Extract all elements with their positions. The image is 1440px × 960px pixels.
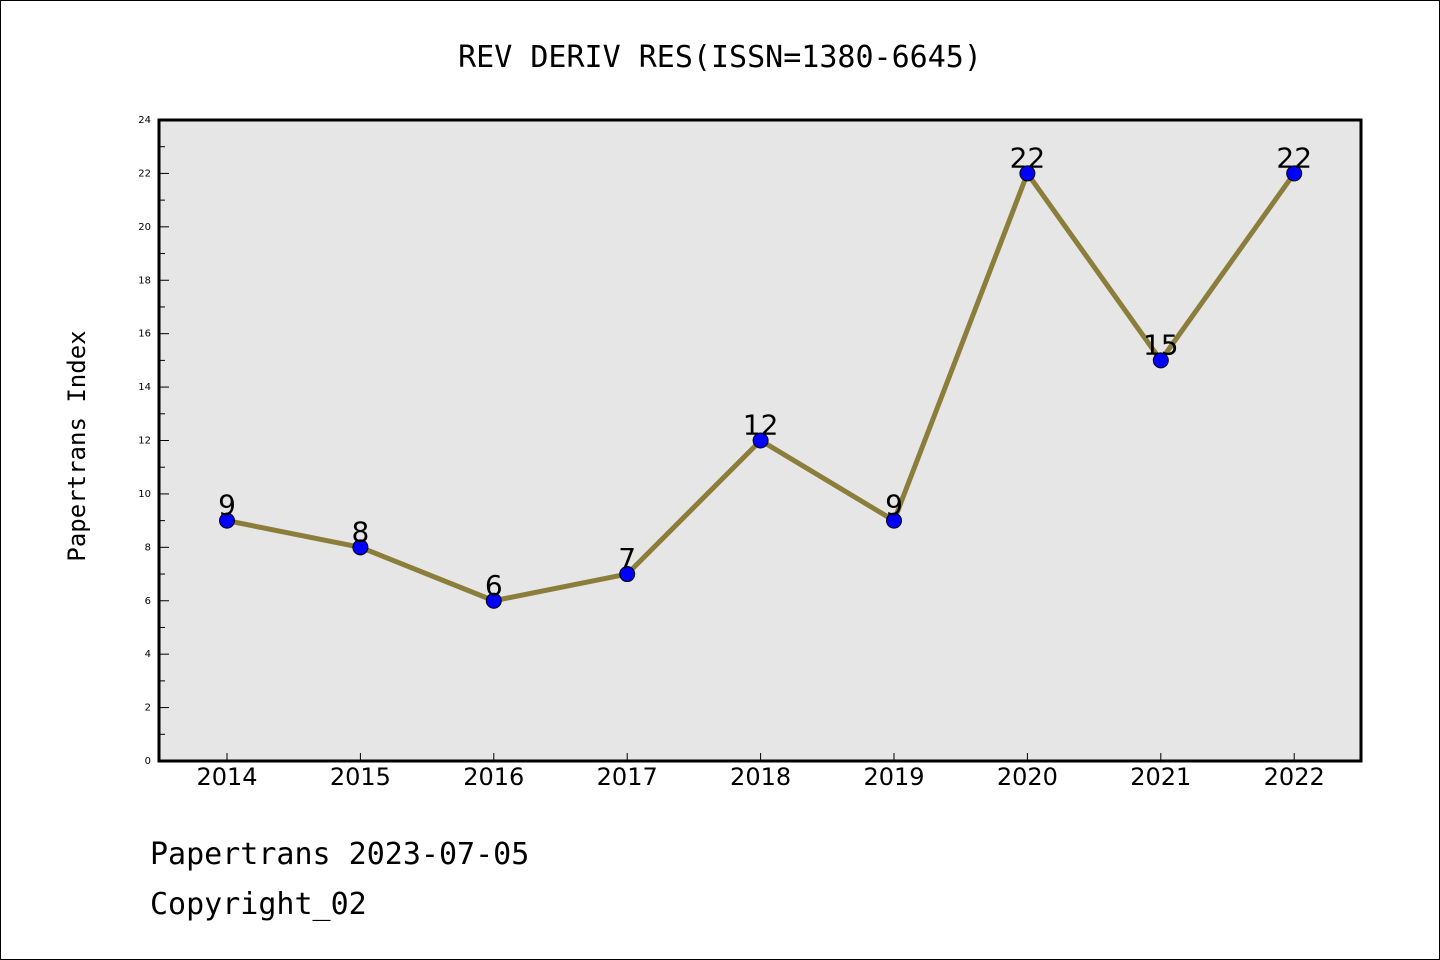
data-point [886,512,902,529]
data-label: 15 [1143,328,1179,361]
y-tick-label: 22 [138,168,151,179]
data-point [485,592,502,609]
y-tick-label: 24 [138,115,151,126]
data-label: 22 [1010,141,1046,174]
y-tick-label: 12 [138,436,151,447]
x-tick-label: 2018 [730,763,791,791]
x-tick-label: 2020 [997,763,1058,791]
y-tick-label: 16 [138,329,151,340]
data-label: 22 [1276,141,1312,174]
data-label: 12 [743,409,779,442]
data-point [752,432,769,449]
x-tick-label: 2021 [1130,763,1191,791]
data-point [1286,165,1303,182]
data-point [352,539,369,556]
x-tick-label: 2017 [597,763,658,791]
y-tick-label: 20 [138,222,151,233]
data-label: 8 [351,515,369,548]
x-tick-label: 2014 [196,763,257,791]
y-tick-label: 4 [145,649,151,660]
chart-title: REV DERIV RES(ISSN=1380-6645) [458,40,982,75]
data-point [1019,165,1036,182]
data-point [1152,352,1169,369]
data-label: 9 [885,489,903,522]
y-axis-label: Papertrans Index [63,330,91,561]
y-tick-label: 0 [145,756,151,767]
x-tick-label: 2016 [463,763,524,791]
data-point [219,512,235,529]
y-tick-label: 8 [145,542,151,553]
data-point [619,566,636,583]
data-points [219,165,1303,609]
y-tick-label: 14 [138,382,151,393]
data-label: 7 [618,542,636,575]
data-labels: 9 8 6 7 12 9 22 15 22 [218,141,1312,601]
footer-date: Papertrans 2023-07-05 [150,837,529,872]
x-axis: 2014 2015 2016 2017 2018 2019 2020 2021 2022 [196,753,1325,791]
x-tick-label: 2019 [863,763,924,791]
data-label: 9 [218,489,236,522]
y-tick-label: 6 [145,596,151,607]
x-tick-label: 2015 [330,763,391,791]
x-tick-label: 2022 [1264,763,1325,791]
y-tick-label: 18 [138,275,151,286]
footer-copyright: Copyright_02 [150,887,367,922]
y-tick-label: 10 [138,489,151,500]
y-tick-label: 2 [145,703,151,714]
data-label: 6 [485,569,503,602]
